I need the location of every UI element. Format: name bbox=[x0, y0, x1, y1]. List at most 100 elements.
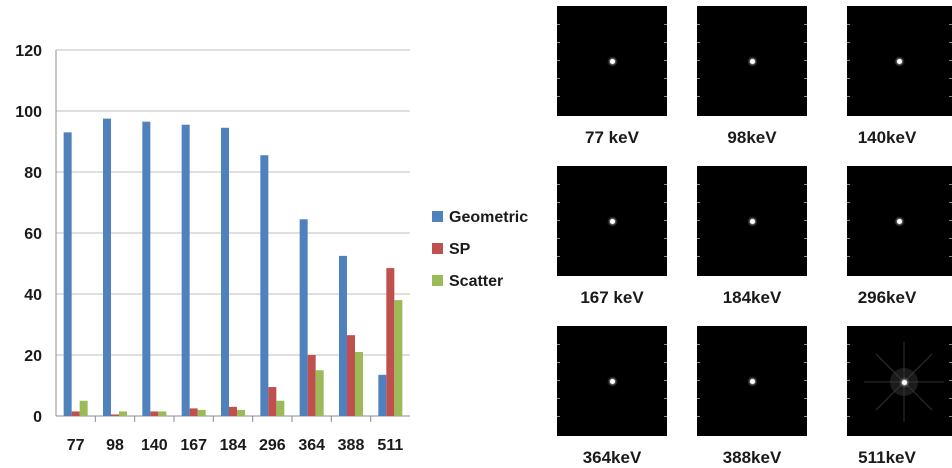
frame-tick bbox=[557, 60, 560, 61]
frame-tick bbox=[949, 220, 952, 221]
bar-sp-511 bbox=[386, 268, 395, 416]
frame-tick bbox=[697, 380, 700, 381]
frame-tick bbox=[847, 380, 850, 381]
frame-tick bbox=[847, 362, 850, 363]
psf-image-5 bbox=[697, 166, 807, 276]
frame-tick bbox=[804, 380, 807, 381]
frame-tick bbox=[697, 42, 700, 43]
y-tick-label: 100 bbox=[15, 104, 42, 121]
point-source-dot bbox=[749, 58, 755, 64]
psf-caption: 296keV bbox=[857, 288, 917, 307]
bar-geometric-511 bbox=[378, 374, 387, 416]
bar-scatter-167 bbox=[197, 409, 206, 416]
frame-tick bbox=[664, 24, 667, 25]
psf-caption: 511keV bbox=[858, 448, 916, 467]
bar-scatter-388 bbox=[355, 351, 363, 416]
frame-tick bbox=[664, 416, 667, 417]
frame-tick bbox=[949, 398, 952, 399]
frame-tick bbox=[557, 238, 560, 239]
frame-tick bbox=[664, 42, 667, 43]
frame-tick bbox=[697, 398, 700, 399]
frame-tick bbox=[847, 256, 850, 257]
psf-image-7 bbox=[557, 326, 667, 436]
point-source-dot bbox=[749, 378, 755, 384]
frame-tick bbox=[664, 202, 667, 203]
frame-tick bbox=[804, 362, 807, 363]
x-tick-label: 364 bbox=[298, 437, 325, 454]
frame-tick bbox=[949, 202, 952, 203]
frame-tick bbox=[697, 60, 700, 61]
frame-tick bbox=[697, 78, 700, 79]
frame-tick bbox=[664, 60, 667, 61]
frame-tick bbox=[847, 24, 850, 25]
frame-tick bbox=[697, 256, 700, 257]
frame-tick bbox=[847, 184, 850, 185]
psf-caption: 140keV bbox=[857, 128, 917, 147]
psf-caption: 77 keV bbox=[585, 128, 639, 147]
point-source-dot bbox=[749, 218, 755, 224]
legend-label-sp: SP bbox=[449, 241, 471, 258]
frame-tick bbox=[664, 344, 667, 345]
frame-tick bbox=[664, 256, 667, 257]
bar-scatter-511 bbox=[394, 300, 403, 416]
frame-tick bbox=[697, 202, 700, 203]
frame-tick bbox=[847, 416, 850, 417]
psf-caption: 184keV bbox=[722, 288, 782, 307]
psf-caption: 364keV bbox=[582, 448, 642, 467]
point-source-dot bbox=[901, 379, 907, 385]
psf-caption: 388keV bbox=[722, 448, 782, 467]
frame-tick bbox=[664, 184, 667, 185]
frame-tick bbox=[697, 362, 700, 363]
frame-tick bbox=[804, 184, 807, 185]
psf-star-halo bbox=[864, 342, 944, 422]
frame-tick bbox=[557, 96, 560, 97]
x-axis-tick-labels: 77 98 140 167 184 296 364 388 511 bbox=[67, 437, 404, 454]
psf-image-4 bbox=[557, 166, 667, 276]
frame-tick bbox=[557, 256, 560, 257]
frame-tick bbox=[804, 202, 807, 203]
frame-tick bbox=[557, 42, 560, 43]
bar-geometric-98 bbox=[103, 118, 111, 416]
frame-tick bbox=[847, 238, 850, 239]
frame-tick bbox=[804, 238, 807, 239]
bar-geometric-364 bbox=[299, 219, 308, 416]
frame-tick bbox=[557, 184, 560, 185]
bar-sp-98 bbox=[111, 414, 119, 416]
frame-tick bbox=[557, 24, 560, 25]
frame-tick bbox=[949, 380, 952, 381]
psf-image-3 bbox=[847, 6, 952, 116]
bar-geometric-296 bbox=[260, 155, 269, 416]
bar-scatter-77 bbox=[79, 400, 88, 416]
frame-tick bbox=[949, 42, 952, 43]
bar-geometric-77 bbox=[63, 132, 72, 416]
frame-tick bbox=[847, 344, 850, 345]
frame-tick bbox=[664, 78, 667, 79]
psf-image-9 bbox=[847, 326, 952, 436]
bar-geometric-167 bbox=[181, 124, 190, 416]
bar-geometric-184 bbox=[221, 127, 229, 417]
frame-tick bbox=[949, 96, 952, 97]
frame-tick bbox=[804, 96, 807, 97]
frame-tick bbox=[664, 238, 667, 239]
frame-tick bbox=[804, 42, 807, 43]
legend-label-scatter: Scatter bbox=[449, 273, 503, 290]
grid-lines bbox=[55, 49, 410, 422]
frame-tick bbox=[697, 220, 700, 221]
point-source-dot bbox=[897, 58, 902, 64]
frame-tick bbox=[847, 398, 850, 399]
frame-tick bbox=[557, 398, 560, 399]
x-tick-label: 184 bbox=[220, 437, 247, 454]
frame-tick bbox=[664, 398, 667, 399]
psf-image-6 bbox=[847, 166, 952, 276]
frame-tick bbox=[697, 416, 700, 417]
frame-tick bbox=[804, 256, 807, 257]
frame-tick bbox=[697, 96, 700, 97]
bar-scatter-184 bbox=[237, 409, 245, 416]
frame-tick bbox=[697, 344, 700, 345]
bar-series bbox=[63, 118, 403, 417]
x-tick-label: 388 bbox=[338, 437, 365, 454]
point-source-dot bbox=[609, 58, 615, 64]
frame-tick bbox=[847, 78, 850, 79]
y-tick-label: 20 bbox=[24, 348, 42, 365]
